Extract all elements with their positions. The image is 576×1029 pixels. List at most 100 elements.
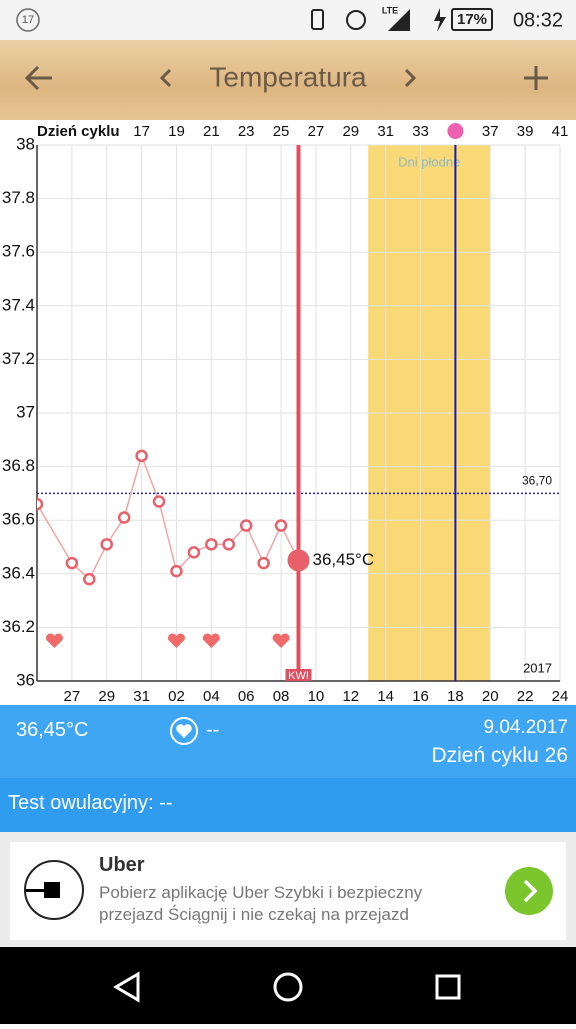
point (117, 511, 131, 524)
info-bar: 36,45°C -- 9.04.2017 Dzień cyklu 26 (0, 705, 576, 778)
point (187, 546, 201, 559)
ad-text: Pobierz aplikację Uber Szybki i bezpiecz… (99, 883, 423, 924)
prev-button[interactable] (159, 68, 172, 88)
point (152, 495, 166, 508)
network: LTE (382, 5, 398, 15)
alarm-icon (346, 10, 366, 30)
x-tick-label: 14 (377, 688, 394, 705)
x-tick-label: 20 (482, 688, 499, 705)
charge-icon (434, 8, 446, 32)
cycle-tick-label: 29 (342, 123, 359, 140)
battery: 17% (457, 11, 487, 28)
cycle-tick-label: 21 (203, 123, 220, 140)
x-tick-label: 06 (238, 688, 255, 705)
current-point (287, 549, 310, 572)
heart (272, 633, 290, 648)
next-button[interactable] (404, 68, 417, 88)
point (170, 564, 183, 578)
x-tick-label: 22 (517, 688, 534, 705)
x-tick-label: 12 (342, 688, 359, 705)
y-tick-label: 36.6 (2, 510, 35, 529)
cycle-tick-label: 27 (308, 123, 325, 140)
x-tick-label: 08 (273, 688, 290, 705)
y-tick-label: 38 (16, 134, 35, 153)
header: Temperatura (0, 40, 576, 120)
cycle-tick-label: 33 (412, 123, 429, 140)
x-tick-label: 02 (168, 688, 185, 705)
x-tick-label: 29 (98, 688, 115, 705)
ad[interactable]: Uber Pobierz aplikację Uber Szybki i bez… (0, 832, 576, 947)
fertile-label: Dni płodne (398, 154, 460, 169)
x-tick-label: 04 (203, 688, 220, 705)
chart: Dzień cyklu Dni płodne 36 36.2 36.4 36.6 36.8… (2, 123, 569, 705)
nav-back[interactable] (113, 971, 140, 1003)
back-button[interactable] (24, 65, 52, 91)
ovulation-dot (447, 123, 464, 139)
title: Temperatura (209, 61, 367, 92)
x-tick-label: 27 (64, 688, 81, 705)
point (239, 519, 253, 532)
nav-home[interactable] (273, 972, 303, 1002)
nav-icons (113, 971, 461, 1003)
point (65, 556, 79, 570)
x-tick-label: 16 (412, 688, 429, 705)
add-button[interactable] (524, 66, 548, 90)
test-bar[interactable]: Test owulacyjny: -- (0, 778, 576, 832)
nav-recent[interactable] (435, 974, 461, 1000)
info-date: 9.04.2017 (483, 717, 568, 738)
cycle-tick-label: 23 (238, 123, 255, 140)
point (274, 519, 288, 532)
test-text: Test owulacyjny: -- (8, 792, 173, 814)
y-tick-label: 36.4 (2, 563, 35, 582)
point (37, 497, 44, 511)
point (257, 556, 270, 570)
ad-logo (24, 860, 84, 920)
point (83, 572, 96, 586)
x-tick-label: 10 (308, 688, 325, 705)
nav-bar (0, 947, 576, 1024)
cycle-tick-label: 37 (482, 123, 499, 140)
ad-button[interactable] (504, 866, 554, 916)
y-tick-label: 37.2 (2, 349, 35, 368)
signal-icon (388, 9, 410, 31)
status-bar: 17 LTE 17% 08:32 (0, 0, 576, 40)
series-group (37, 449, 310, 586)
heart-icon (170, 717, 198, 745)
point (100, 538, 113, 551)
header-icons: Temperatura (24, 61, 548, 92)
y-tick-label: 37 (16, 402, 35, 421)
y-tick-label: 36.2 (2, 617, 35, 636)
info-intercourse: -- (206, 719, 220, 741)
year-label: 2017 (523, 660, 552, 675)
x-tick-label: 24 (552, 688, 569, 705)
x-tick-label: 31 (133, 688, 150, 705)
vibrate-icon (311, 9, 324, 30)
cycle-tick-label: 39 (517, 123, 534, 140)
point (135, 449, 148, 463)
battery-icon (451, 8, 493, 31)
cycle-tick-label: 19 (168, 123, 185, 140)
ad-title: Uber (99, 854, 145, 876)
cycle-tick-label: 41 (552, 123, 569, 140)
time: 08:32 (513, 9, 563, 31)
y-tick-label: 37.6 (2, 242, 35, 261)
heart (202, 633, 220, 648)
month-box (285, 669, 312, 681)
cycle-tick-label: 31 (377, 123, 394, 140)
current-label: 36,45°C (313, 550, 375, 569)
y-tick-label: 37.8 (2, 188, 35, 207)
info-cycle-day: Dzień cyklu 26 (431, 744, 568, 767)
point (222, 538, 236, 551)
status-icons: 17 LTE 17% 08:32 (16, 5, 563, 32)
cycle-tick-label: 17 (133, 123, 150, 140)
x-tick-label: 18 (447, 688, 464, 705)
heart (45, 633, 63, 648)
threshold-label: 36,70 (522, 474, 552, 488)
y-tick-label: 36.8 (2, 456, 35, 475)
ad-card (10, 842, 566, 940)
y-tick-label: 36 (16, 670, 35, 689)
y-tick-label: 37.4 (2, 295, 35, 314)
x-axis-title: Dzień cyklu (37, 123, 120, 140)
info-temperature: 36,45°C (16, 719, 89, 741)
